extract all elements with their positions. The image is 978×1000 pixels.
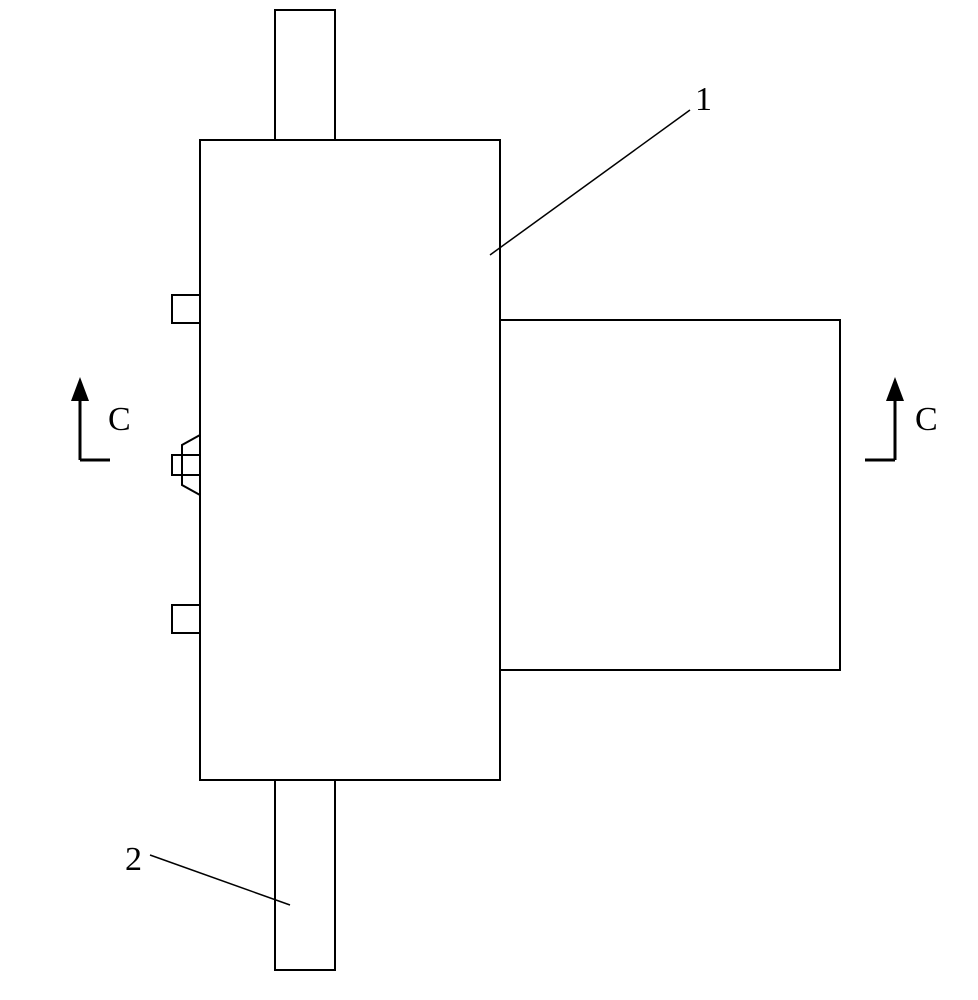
callout-1-label: 1	[695, 81, 712, 118]
diagram-canvas: C C 1 2	[0, 0, 978, 1000]
main-body	[200, 140, 500, 780]
left-tab-bot	[172, 605, 200, 633]
top-shaft	[275, 10, 335, 140]
section-left-label: C	[108, 401, 131, 438]
callout-2-label: 2	[125, 841, 142, 878]
bottom-shaft	[275, 780, 335, 970]
left-tab-top	[172, 295, 200, 323]
right-block	[500, 320, 840, 670]
section-right-label: C	[915, 401, 938, 438]
left-tab-mid	[172, 455, 200, 475]
